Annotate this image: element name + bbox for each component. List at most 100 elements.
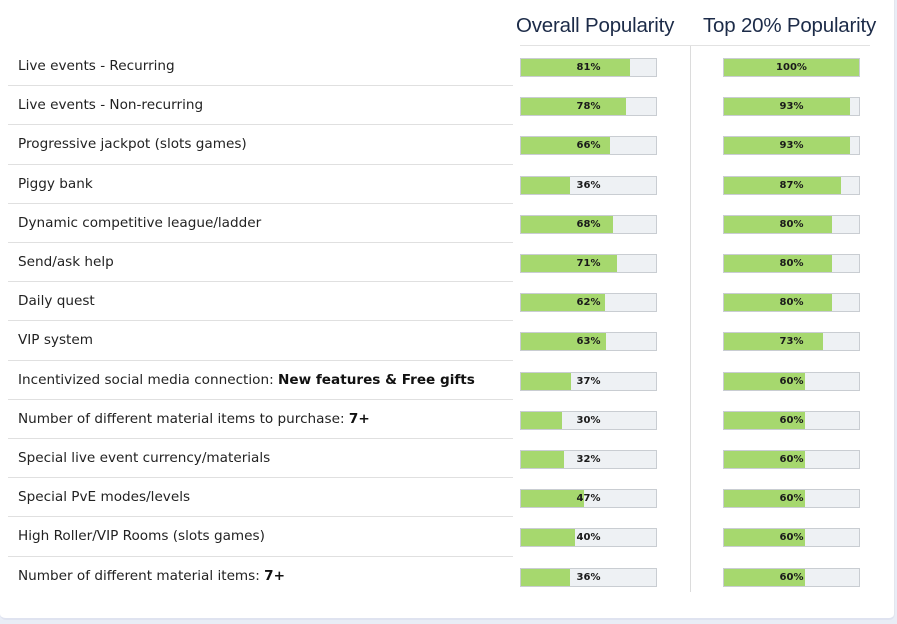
row-divider xyxy=(8,477,513,479)
bar-value-label: 36% xyxy=(576,179,601,191)
bar-value-label: 60% xyxy=(779,414,804,426)
row-divider xyxy=(8,398,513,400)
bar-fill xyxy=(521,98,627,116)
row-divider xyxy=(8,555,513,557)
overall-popularity-bar: 66% xyxy=(520,136,657,156)
bar-value-label: 30% xyxy=(576,414,601,426)
bar-fill xyxy=(724,568,805,586)
bar-value-label: 36% xyxy=(576,571,601,583)
category-label: Dynamic competitive league/ladder xyxy=(18,204,261,243)
category-label: Incentivized social media connection: Ne… xyxy=(18,361,475,400)
chart-row: Send/ask help xyxy=(8,243,520,282)
bar-fill xyxy=(724,176,842,194)
top20-popularity-bar: 60% xyxy=(723,489,860,509)
bar-value-label: 66% xyxy=(576,140,601,152)
bar-value-label: 100% xyxy=(776,62,807,73)
category-label-text: Daily quest xyxy=(18,293,95,310)
chart-row: Daily quest xyxy=(8,282,520,321)
overall-popularity-bar: 37% xyxy=(520,371,657,391)
overall-popularity-bar: 62% xyxy=(520,293,657,313)
bar-value-label: 93% xyxy=(779,101,804,113)
bar-value-label: 32% xyxy=(576,454,601,465)
row-divider xyxy=(8,124,513,126)
top20-popularity-bar: 60% xyxy=(723,410,860,430)
overall-popularity-bar: 36% xyxy=(520,567,657,587)
category-label-text: Live events - Non-recurring xyxy=(18,97,204,114)
chart-row: Live events - Non-recurring xyxy=(8,86,520,125)
category-label: Live events - Recurring xyxy=(18,47,175,86)
bar-value-label: 60% xyxy=(779,532,804,544)
category-label: Special PvE modes/levels xyxy=(18,478,190,517)
chart-row: VIP system xyxy=(8,321,520,360)
top20-popularity-bar: 80% xyxy=(723,254,860,273)
chart-row: Special live event currency/materials xyxy=(8,439,520,478)
category-label-text: Incentivized social media connection: xyxy=(18,371,278,388)
bar-fill xyxy=(521,215,613,233)
overall-popularity-bar: 47% xyxy=(520,489,657,509)
bar-fill xyxy=(724,98,850,116)
bar-value-label: 73% xyxy=(779,336,804,348)
bar-fill xyxy=(521,451,565,468)
category-label: Piggy bank xyxy=(18,165,93,204)
category-label: Progressive jackpot (slots games) xyxy=(18,125,247,164)
category-label-text: Number of different material items to pu… xyxy=(18,410,349,427)
bar-fill xyxy=(724,215,832,233)
bar-value-label: 37% xyxy=(576,375,601,387)
category-label-text: VIP system xyxy=(18,332,93,349)
category-label-emphasis: 7+ xyxy=(264,567,286,584)
top20-popularity-bar: 87% xyxy=(723,175,860,195)
bar-fill xyxy=(521,176,570,194)
category-label: High Roller/VIP Rooms (slots games) xyxy=(18,517,265,556)
column-divider xyxy=(690,46,691,592)
category-label: Daily quest xyxy=(18,282,95,321)
chart-row: Special PvE modes/levels xyxy=(8,478,520,517)
row-divider xyxy=(8,359,513,361)
bar-fill xyxy=(724,529,805,547)
top20-popularity-bar: 80% xyxy=(723,293,860,313)
bar-fill xyxy=(724,411,805,429)
header-divider xyxy=(520,45,870,46)
overall-popularity-header: Overall Popularity xyxy=(516,14,675,37)
top20-popularity-bar: 100% xyxy=(723,58,860,77)
category-label: Special live event currency/materials xyxy=(18,439,270,478)
category-label-text: Piggy bank xyxy=(18,175,93,192)
chart-row: Progressive jackpot (slots games) xyxy=(8,125,520,164)
bar-fill xyxy=(724,137,850,155)
chart-row: Number of different material items: 7+ xyxy=(8,557,520,596)
category-label-text: Special PvE modes/levels xyxy=(18,489,191,506)
category-label-text: High Roller/VIP Rooms (slots games) xyxy=(18,528,265,545)
bar-fill xyxy=(724,451,805,468)
top20-popularity-bar: 93% xyxy=(723,136,860,156)
bar-value-label: 60% xyxy=(779,375,804,387)
category-label: Number of different material items: 7+ xyxy=(18,557,285,596)
bar-fill xyxy=(724,59,859,76)
bar-value-label: 62% xyxy=(576,297,601,309)
category-label: Send/ask help xyxy=(18,243,114,282)
row-divider xyxy=(8,242,513,243)
bar-fill xyxy=(521,137,611,155)
overall-popularity-bar: 36% xyxy=(520,175,657,195)
bar-fill xyxy=(521,490,585,508)
bar-value-label: 68% xyxy=(576,218,601,230)
bar-fill xyxy=(521,59,631,76)
bar-fill xyxy=(724,294,832,312)
category-label-text: Dynamic competitive league/ladder xyxy=(18,214,262,231)
bar-value-label: 71% xyxy=(576,258,601,269)
bar-value-label: 80% xyxy=(779,258,804,269)
row-divider xyxy=(8,438,513,439)
category-label-emphasis: 7+ xyxy=(348,410,370,427)
overall-popularity-bar: 68% xyxy=(520,214,657,234)
overall-popularity-bar: 63% xyxy=(520,332,657,352)
category-label: VIP system xyxy=(18,321,93,360)
top20-popularity-bar: 93% xyxy=(723,97,860,117)
row-divider xyxy=(8,163,513,165)
category-label: Live events - Non-recurring xyxy=(18,86,203,125)
chart-row: Dynamic competitive league/ladder xyxy=(8,204,520,243)
top20-popularity-bar: 80% xyxy=(723,214,860,234)
chart-row: High Roller/VIP Rooms (slots games) xyxy=(8,517,520,556)
chart-row: Number of different material items to pu… xyxy=(8,400,520,439)
bar-fill xyxy=(521,411,562,429)
bar-value-label: 78% xyxy=(576,101,601,113)
top20-popularity-bar: 60% xyxy=(723,567,860,587)
